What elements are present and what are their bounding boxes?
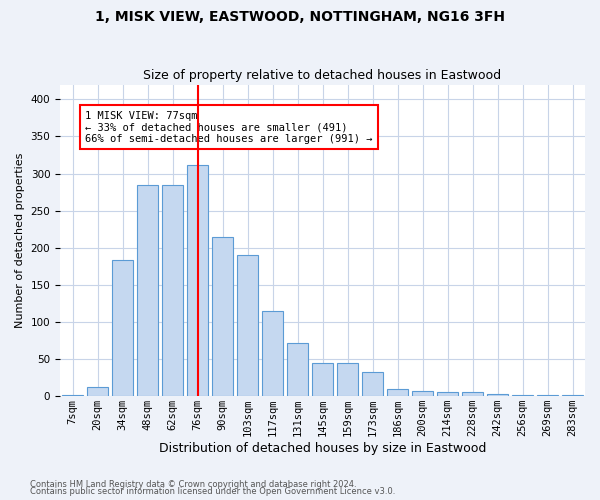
Bar [412,391,433,396]
Title: Size of property relative to detached houses in Eastwood: Size of property relative to detached ho… [143,69,502,82]
Bar [212,236,233,396]
Bar [437,392,458,396]
Text: Contains public sector information licensed under the Open Government Licence v3: Contains public sector information licen… [30,487,395,496]
Bar [187,164,208,396]
Bar [62,394,83,396]
Bar [162,184,183,396]
Bar [362,372,383,396]
Bar [537,394,558,396]
Bar [462,392,483,396]
Bar [562,394,583,396]
Text: 1, MISK VIEW, EASTWOOD, NOTTINGHAM, NG16 3FH: 1, MISK VIEW, EASTWOOD, NOTTINGHAM, NG16… [95,10,505,24]
Bar [337,363,358,396]
Bar [112,260,133,396]
Bar [512,394,533,396]
Text: Contains HM Land Registry data © Crown copyright and database right 2024.: Contains HM Land Registry data © Crown c… [30,480,356,489]
Bar [312,363,333,396]
Text: 1 MISK VIEW: 77sqm
← 33% of detached houses are smaller (491)
66% of semi-detach: 1 MISK VIEW: 77sqm ← 33% of detached hou… [85,110,373,144]
Bar [137,184,158,396]
Bar [237,255,258,396]
Y-axis label: Number of detached properties: Number of detached properties [15,152,25,328]
X-axis label: Distribution of detached houses by size in Eastwood: Distribution of detached houses by size … [159,442,486,455]
Bar [262,311,283,396]
Bar [487,394,508,396]
Bar [87,386,108,396]
Bar [287,344,308,396]
Bar [387,390,408,396]
